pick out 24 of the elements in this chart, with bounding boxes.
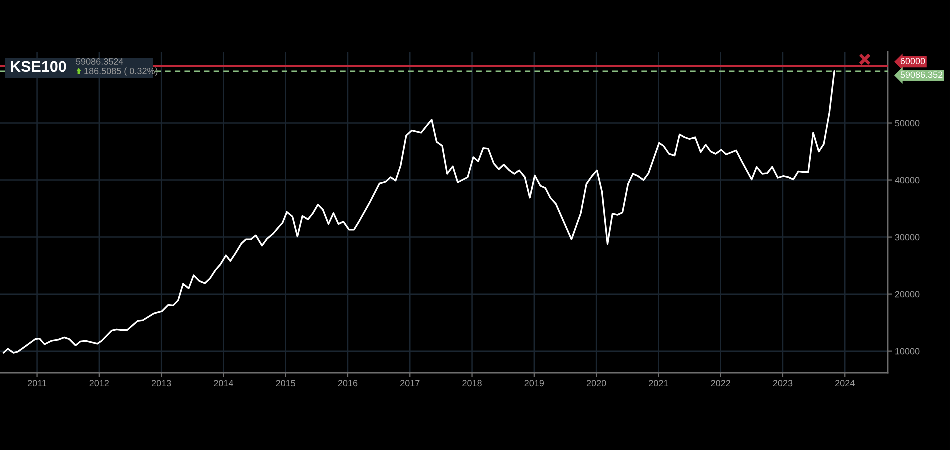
x-tick-label: 2014 (214, 380, 234, 387)
chart-title: KSE100 (11, 61, 66, 72)
ref-line-label: 59086.352 (900, 72, 943, 78)
x-tick-label: 2013 (152, 380, 172, 387)
x-tick-label: 2016 (338, 380, 358, 387)
y-tick-label: 40000 (895, 177, 920, 184)
x-tick-label: 2024 (836, 380, 855, 387)
x-tick-label: 2012 (90, 380, 110, 387)
x-tick-label: 2023 (773, 380, 793, 387)
x-tick-label: 2021 (649, 380, 668, 387)
annotation: 186.5085 ( 0.32%) (84, 68, 158, 76)
x-tick-label: 2019 (524, 380, 544, 387)
x-tick-label: 2018 (462, 380, 482, 387)
annotation: 59086.3524 (76, 58, 124, 65)
y-tick-label: 50000 (895, 120, 920, 127)
y-tick-label: 30000 (895, 234, 920, 241)
x-tick-label: 2020 (586, 380, 606, 387)
y-tick-label: 20000 (895, 291, 920, 298)
y-tick-label: 10000 (896, 348, 920, 355)
x-tick-label: 2022 (711, 380, 730, 387)
x-tick-label: 2017 (400, 380, 420, 387)
x-tick-label: 2011 (28, 380, 47, 387)
x-tick-label: 2015 (276, 380, 296, 387)
ref-line-label: 60000 (900, 58, 926, 64)
